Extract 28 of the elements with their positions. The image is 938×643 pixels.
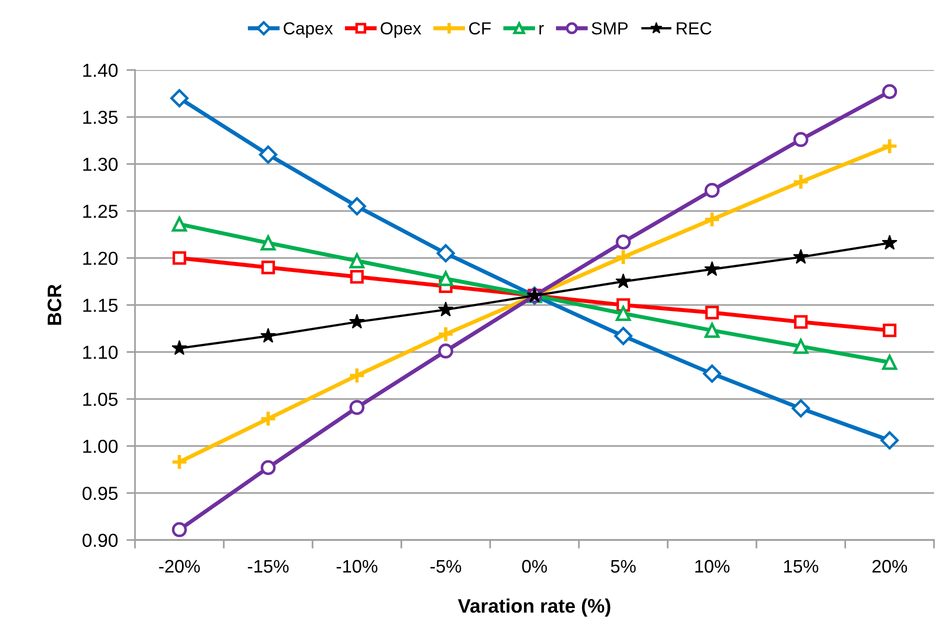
legend-label: Capex: [284, 22, 333, 38]
y-tick-label: 1.25: [83, 204, 118, 218]
y-tick-label: 1.40: [83, 64, 118, 77]
y-axis-title: BCR: [48, 284, 62, 325]
x-tick-label: 0%: [522, 560, 547, 573]
legend-label: r: [539, 24, 544, 34]
x-tick-label: 20%: [872, 560, 908, 573]
x-tick-label: -20%: [159, 560, 200, 573]
x-tick-label: 15%: [784, 560, 818, 573]
x-axis-title: Varation rate (%): [458, 598, 610, 617]
x-tick-label: -15%: [248, 560, 289, 573]
x-tick-label: -10%: [336, 560, 378, 573]
x-tick-label: -5%: [430, 560, 462, 573]
x-tick-label: 10%: [695, 560, 730, 573]
y-tick-label: 1.10: [83, 346, 118, 359]
y-tick-label: 1.30: [83, 158, 118, 171]
y-tick-label: 1.20: [83, 252, 118, 265]
y-tick-label: 1.05: [83, 392, 118, 406]
y-tick-label: 1.15: [83, 298, 118, 312]
x-tick-label: 5%: [610, 560, 636, 573]
legend-label: Opex: [380, 22, 422, 38]
legend-label: REC: [676, 22, 712, 34]
y-tick-label: 1.00: [83, 440, 118, 453]
legend-label: CF: [469, 22, 491, 34]
y-tick-label: 1.35: [83, 110, 118, 124]
y-tick-label: 0.90: [82, 534, 118, 547]
legend-label: SMP: [592, 22, 628, 34]
y-tick-label: 0.95: [82, 486, 118, 500]
